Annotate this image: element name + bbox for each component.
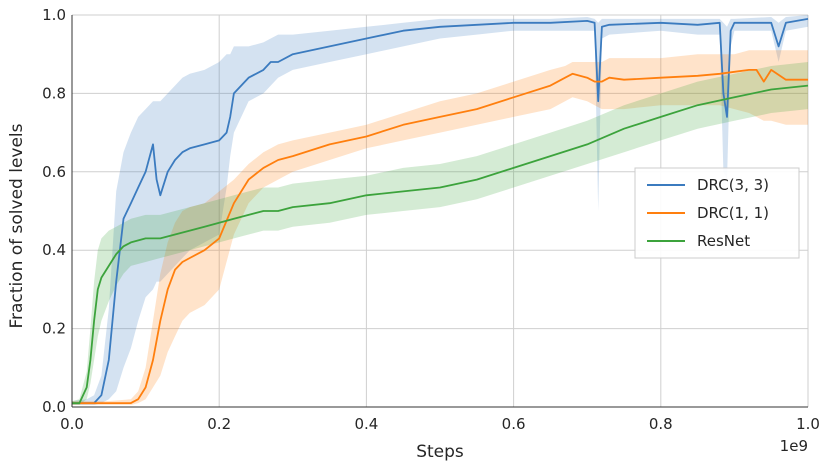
confidence-bands xyxy=(72,15,808,406)
legend-label-drc33: DRC(3, 3) xyxy=(697,176,769,194)
series-lines xyxy=(72,18,809,405)
y-tick-label: 0.2 xyxy=(42,320,66,338)
y-tick-label: 0.0 xyxy=(42,398,66,416)
drc-3-3-line xyxy=(72,18,809,405)
y-tick-label: 1.0 xyxy=(42,6,66,24)
x-tick-label: 0.2 xyxy=(207,415,231,433)
legend-label-resnet: ResNet xyxy=(697,232,750,250)
x-tick-label: 0.4 xyxy=(354,415,378,433)
x-axis-offset-label: 1e9 xyxy=(780,437,808,455)
resnet-line xyxy=(72,84,809,405)
x-tick-label: 0.6 xyxy=(502,415,526,433)
legend: DRC(3, 3) DRC(1, 1) ResNet xyxy=(634,167,800,259)
legend-label-drc11: DRC(1, 1) xyxy=(697,204,769,222)
y-tick-label: 0.6 xyxy=(42,163,66,181)
drc-3-3-band xyxy=(72,15,808,405)
tick-labels: 0.0 0.2 0.4 0.6 0.8 1.0 0.0 0.2 0.4 0.6 0.8 1.0 xyxy=(42,6,820,433)
y-tick-label: 0.4 xyxy=(42,241,66,259)
y-axis-title: Fraction of solved levels xyxy=(7,123,27,328)
x-tick-label: 0.0 xyxy=(60,415,84,433)
x-tick-label: 1.0 xyxy=(796,415,820,433)
axes xyxy=(71,15,808,408)
y-tick-label: 0.8 xyxy=(42,84,66,102)
x-tick-label: 0.8 xyxy=(649,415,673,433)
resnet-band xyxy=(72,62,808,405)
drc-1-1-band xyxy=(72,50,808,406)
drc-1-1-line xyxy=(72,69,808,405)
x-axis-title: Steps xyxy=(416,442,464,462)
